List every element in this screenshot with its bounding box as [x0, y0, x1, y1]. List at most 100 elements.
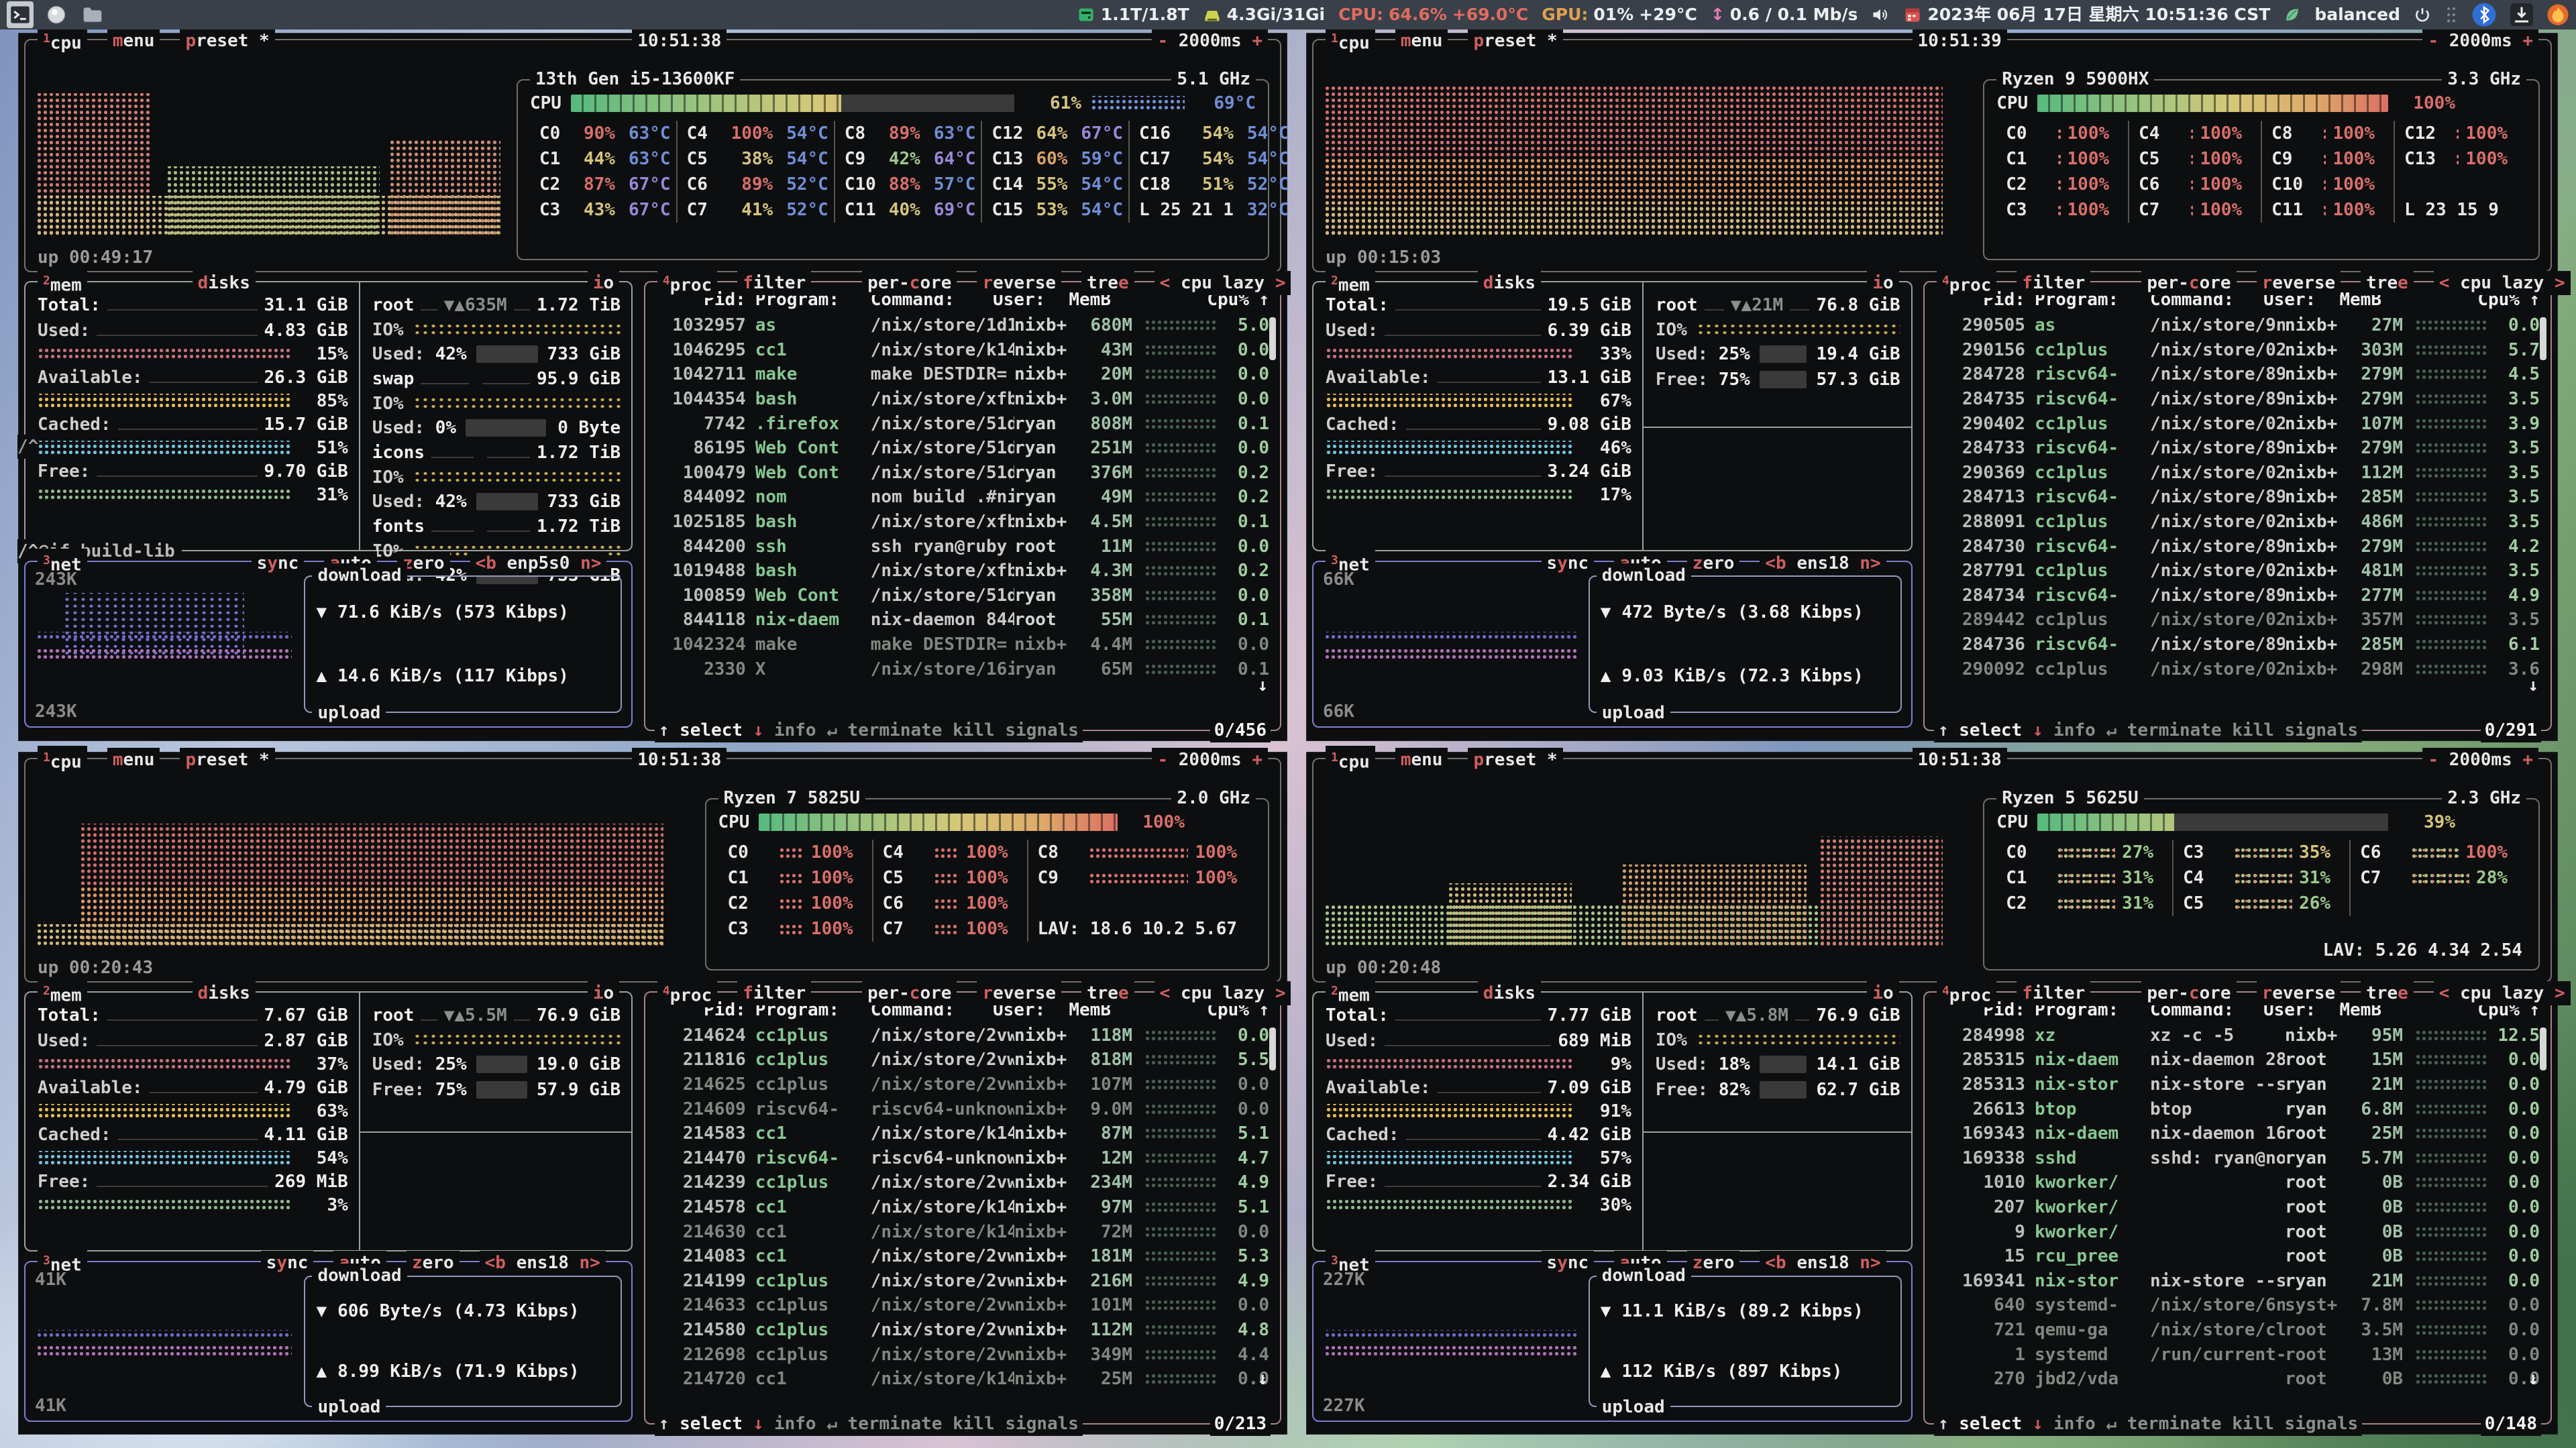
process-row[interactable]: 284728 riscv64- /nix/store/89225k9x nixb…	[1962, 364, 2540, 385]
filter-button[interactable]: filter	[2017, 271, 2091, 296]
download-tray-icon[interactable]	[2510, 3, 2533, 26]
zero-button[interactable]: zero	[407, 1251, 460, 1276]
process-row[interactable]: 289442 cc1plus /nix/store/02cs0d7s nixb+…	[1962, 610, 2540, 630]
process-row[interactable]: 1044354 bash /nix/store/xfb3ykw9 nixb+ 3…	[672, 388, 1269, 409]
process-row[interactable]: 169338 sshd sshd: ryan@notty ryan 5.7M 0…	[1962, 1148, 2540, 1168]
preset-button[interactable]: preset *	[1468, 748, 1563, 773]
tray-disk[interactable]: 1.1T/1.8T	[1077, 0, 1189, 30]
process-row[interactable]: 2330 X /nix/store/16iryvr8 ryan 65M 0.1	[704, 659, 1269, 679]
bluetooth-icon[interactable]	[2471, 2, 2497, 27]
flame-app-icon[interactable]	[2546, 3, 2569, 26]
zero-button[interactable]: zero	[1686, 551, 1740, 575]
tree-toggle[interactable]: tree	[2361, 981, 2414, 1005]
process-row[interactable]: 1046295 cc1 /nix/store/k14gjkxn nixb+ 43…	[672, 339, 1269, 360]
per-core-toggle[interactable]: per-core	[2141, 271, 2237, 296]
sort-column-selector[interactable]: < cpu lazy >	[1154, 981, 1291, 1005]
update-interval-control[interactable]: - 2000ms +	[1152, 748, 1268, 773]
sync-button[interactable]: sync	[1541, 551, 1595, 575]
update-interval-control[interactable]: - 2000ms +	[1152, 29, 1268, 54]
reverse-toggle[interactable]: reverse	[977, 981, 1061, 1005]
process-row[interactable]: 1 systemd /run/current-system root 13M 0…	[2015, 1344, 2540, 1365]
tree-toggle[interactable]: tree	[2361, 271, 2414, 296]
process-row[interactable]: 640 systemd- /nix/store/6nkzr60n syst+ 7…	[1993, 1295, 2540, 1316]
io-mode-button[interactable]: o	[1883, 983, 1894, 1003]
tray-cpu[interactable]: CPU: 64.6% +69.0°C	[1338, 0, 1528, 30]
preset-button[interactable]: preset *	[1468, 29, 1563, 54]
process-row[interactable]: 214083 cc1 /nix/store/2vwipws2 nixb+ 181…	[682, 1246, 1269, 1267]
process-row[interactable]: 1019488 bash /nix/store/xfb3ykw9 nixb+ 4…	[672, 561, 1269, 581]
process-row[interactable]: 284735 riscv64- /nix/store/89225k9x nixb…	[1962, 388, 2540, 409]
leaf-icon[interactable]	[2284, 6, 2301, 23]
process-row[interactable]: 214583 cc1 /nix/store/k14gjkxn nixb+ 87M…	[682, 1123, 1269, 1144]
process-row[interactable]: 284998 xz xz -c -5 nixb+ 95M 12.5	[1962, 1025, 2540, 1046]
tree-toggle[interactable]: tree	[1081, 271, 1134, 296]
filter-button[interactable]: filter	[737, 981, 812, 1005]
process-row[interactable]: 844118 nix-daem nix-daemon 844104 root 5…	[682, 610, 1269, 630]
sync-button[interactable]: sync	[260, 1251, 314, 1276]
process-row[interactable]: 1032957 as /nix/store/1d1iak5n nixb+ 680…	[672, 315, 1269, 336]
process-row[interactable]: 7742 .firefox /nix/store/51dxgra3 ryan 8…	[704, 413, 1269, 434]
reverse-toggle[interactable]: reverse	[977, 271, 1061, 296]
process-row[interactable]: 214625 cc1plus /nix/store/2vwipws2 nixb+…	[682, 1074, 1269, 1095]
process-row[interactable]: 169341 nix-stor nix-store --serve - ryan…	[1962, 1270, 2540, 1291]
interface-switcher[interactable]: <b ens18 n>	[1760, 1251, 1886, 1276]
process-row[interactable]: 214199 cc1plus /nix/store/2vwipws2 nixb+…	[682, 1270, 1269, 1291]
process-row[interactable]: 290369 cc1plus /nix/store/02cs0d7s nixb+…	[1962, 462, 2540, 483]
reverse-toggle[interactable]: reverse	[2256, 271, 2341, 296]
terminal-app-icon[interactable]	[7, 1, 34, 28]
menu-button[interactable]: menu	[107, 29, 160, 54]
preset-button[interactable]: preset *	[180, 29, 275, 54]
reverse-toggle[interactable]: reverse	[2256, 981, 2341, 1005]
process-row[interactable]: 214720 cc1 /nix/store/k14gjkxn nixb+ 25M…	[682, 1369, 1269, 1390]
process-row[interactable]: 100479 Web Cont /nix/store/51dxgra3 ryan…	[682, 462, 1269, 483]
process-row[interactable]: 844200 ssh ssh ryan@ruby -x -i root 11M …	[682, 536, 1269, 557]
process-row[interactable]: 844092 nom nom build .#nixosCo ryan 49M …	[682, 487, 1269, 508]
process-row[interactable]: 290505 as /nix/store/9n1kg164 nixb+ 27M …	[1962, 315, 2540, 336]
process-row[interactable]: 287791 cc1plus /nix/store/02cs0d7s nixb+…	[1962, 561, 2540, 581]
process-row[interactable]: 290402 cc1plus /nix/store/02cs0d7s nixb+…	[1962, 413, 2540, 434]
sort-column-selector[interactable]: < cpu lazy >	[1154, 271, 1291, 296]
process-row[interactable]: 214630 cc1 /nix/store/k14gjkxn nixb+ 72M…	[682, 1221, 1269, 1242]
io-mode-button[interactable]: o	[603, 983, 614, 1003]
tray-network[interactable]: ↕ 0.6 / 0.1 Mb/s	[1711, 0, 1858, 30]
filter-button[interactable]: filter	[2017, 981, 2091, 1005]
process-row[interactable]: 284734 riscv64- /nix/store/89225k9x nixb…	[1962, 585, 2540, 606]
menu-button[interactable]: menu	[1395, 29, 1448, 54]
process-row[interactable]: 211816 cc1plus /nix/store/2vwipws2 nixb+…	[682, 1050, 1269, 1070]
sort-column-selector[interactable]: < cpu lazy >	[2433, 271, 2571, 296]
process-row[interactable]: 270 jbd2/vda root 0B 0.0	[1993, 1369, 2540, 1390]
sort-column-selector[interactable]: < cpu lazy >	[2433, 981, 2571, 1005]
process-row[interactable]: 1042711 make make DESTDIR= RPATH nixb+ 2…	[672, 364, 1269, 385]
process-row[interactable]: 290092 cc1plus /nix/store/02cs0d7s nixb+…	[1962, 659, 2540, 679]
tree-toggle[interactable]: tree	[1081, 981, 1134, 1005]
process-row[interactable]: 285313 nix-stor nix-store --serve - ryan…	[1962, 1074, 2540, 1095]
process-row[interactable]: 214578 cc1 /nix/store/k14gjkxn nixb+ 97M…	[682, 1197, 1269, 1218]
interface-switcher[interactable]: <b ens18 n>	[1760, 551, 1886, 575]
power-profile[interactable]: balanced	[2314, 5, 2400, 24]
process-row[interactable]: 284736 riscv64- /nix/store/89225k9x nixb…	[1962, 634, 2540, 655]
per-core-toggle[interactable]: per-core	[2141, 981, 2237, 1005]
per-core-toggle[interactable]: per-core	[862, 981, 957, 1005]
io-mode-button[interactable]: o	[603, 273, 614, 294]
interface-switcher[interactable]: <b ens18 n>	[479, 1251, 606, 1276]
preset-button[interactable]: preset *	[180, 748, 275, 773]
process-scrollbar[interactable]	[2540, 1027, 2546, 1070]
process-scrollbar[interactable]	[1269, 317, 1276, 360]
browser-app-icon[interactable]	[43, 1, 70, 28]
process-row[interactable]: 214580 cc1plus /nix/store/2vwipws2 nixb+…	[682, 1320, 1269, 1341]
process-row[interactable]: 212698 cc1plus /nix/store/2vwipws2 nixb+…	[682, 1344, 1269, 1365]
process-row[interactable]: 1025185 bash /nix/store/xfb3ykw9 nixb+ 4…	[672, 511, 1269, 532]
scroll-down-icon[interactable]: ↓	[1257, 675, 1268, 695]
process-row[interactable]: 214633 cc1plus /nix/store/2vwipws2 nixb+…	[682, 1295, 1269, 1316]
process-row[interactable]: 284730 riscv64- /nix/store/89225k9x nixb…	[1962, 536, 2540, 557]
process-scrollbar[interactable]	[1269, 1027, 1276, 1070]
process-row[interactable]: 1010 kworker/ root 0B 0.0	[1983, 1172, 2540, 1193]
tray-memory[interactable]: 4.3Gi/31Gi	[1203, 0, 1325, 30]
process-row[interactable]: 284733 riscv64- /nix/store/89225k9x nixb…	[1962, 438, 2540, 459]
per-core-toggle[interactable]: per-core	[862, 271, 957, 296]
sync-button[interactable]: sync	[251, 551, 305, 575]
process-row[interactable]: 207 kworker/ root 0B 0.0	[1993, 1197, 2540, 1218]
filter-button[interactable]: filter	[737, 271, 812, 296]
scroll-down-icon[interactable]: ↓	[2528, 675, 2538, 695]
